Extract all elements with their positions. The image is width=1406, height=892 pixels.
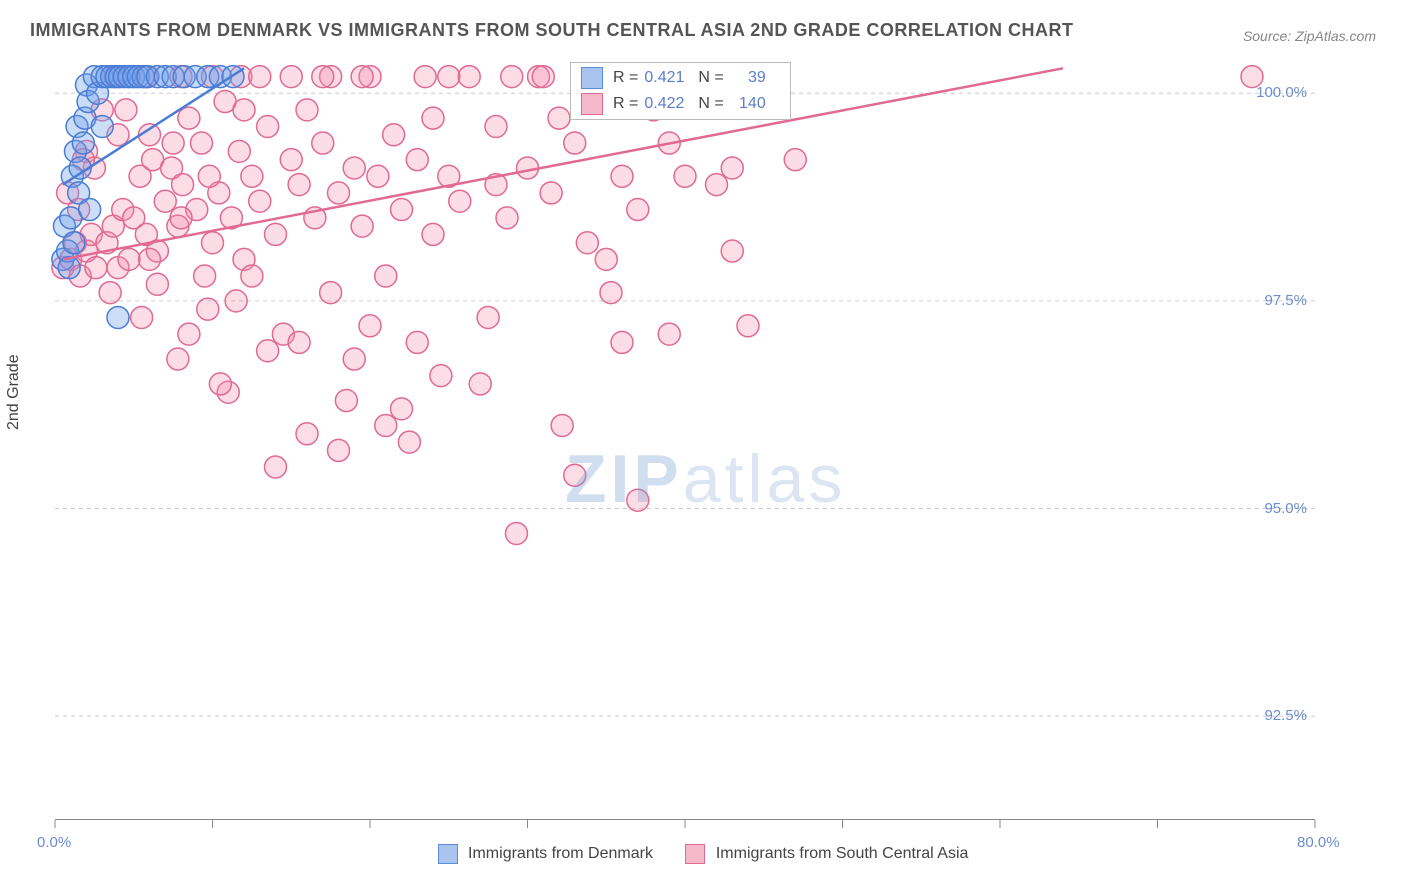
- y-tick-label: 97.5%: [1264, 292, 1307, 309]
- swatch-sca: [581, 93, 603, 115]
- legend-label-denmark: Immigrants from Denmark: [468, 845, 653, 862]
- r-label: R =: [613, 69, 638, 87]
- legend-item-sca: Immigrants from South Central Asia: [685, 844, 968, 864]
- source-attribution: Source: ZipAtlas.com: [1243, 28, 1376, 44]
- legend-item-denmark: Immigrants from Denmark: [438, 844, 653, 864]
- y-tick-label: 100.0%: [1256, 84, 1307, 101]
- correlation-stats-box: R = 0.421 N = 39 R = 0.422 N = 140: [570, 62, 791, 120]
- n-label: N =: [698, 69, 723, 87]
- n-value-denmark: 39: [730, 69, 766, 87]
- n-value-sca: 140: [730, 95, 766, 113]
- x-tick-label: 0.0%: [37, 834, 71, 851]
- stats-row-denmark: R = 0.421 N = 39: [573, 65, 788, 91]
- stats-row-sca: R = 0.422 N = 140: [573, 91, 788, 117]
- y-axis-label: 2nd Grade: [5, 354, 23, 430]
- y-tick-label: 95.0%: [1264, 500, 1307, 517]
- x-tick-label: 80.0%: [1297, 834, 1340, 851]
- x-legend: Immigrants from Denmark Immigrants from …: [0, 844, 1406, 864]
- plot-area: R = 0.421 N = 39 R = 0.422 N = 140 ZIPat…: [55, 60, 1315, 820]
- legend-swatch-denmark: [438, 844, 458, 864]
- r-value-denmark: 0.421: [644, 69, 684, 87]
- swatch-denmark: [581, 67, 603, 89]
- legend-swatch-sca: [685, 844, 705, 864]
- legend-label-sca: Immigrants from South Central Asia: [716, 845, 969, 862]
- chart-title: IMMIGRANTS FROM DENMARK VS IMMIGRANTS FR…: [30, 20, 1073, 41]
- r-value-sca: 0.422: [644, 95, 684, 113]
- r-label: R =: [613, 95, 638, 113]
- scatter-svg: [55, 60, 1315, 820]
- n-label: N =: [698, 95, 723, 113]
- y-tick-label: 92.5%: [1264, 707, 1307, 724]
